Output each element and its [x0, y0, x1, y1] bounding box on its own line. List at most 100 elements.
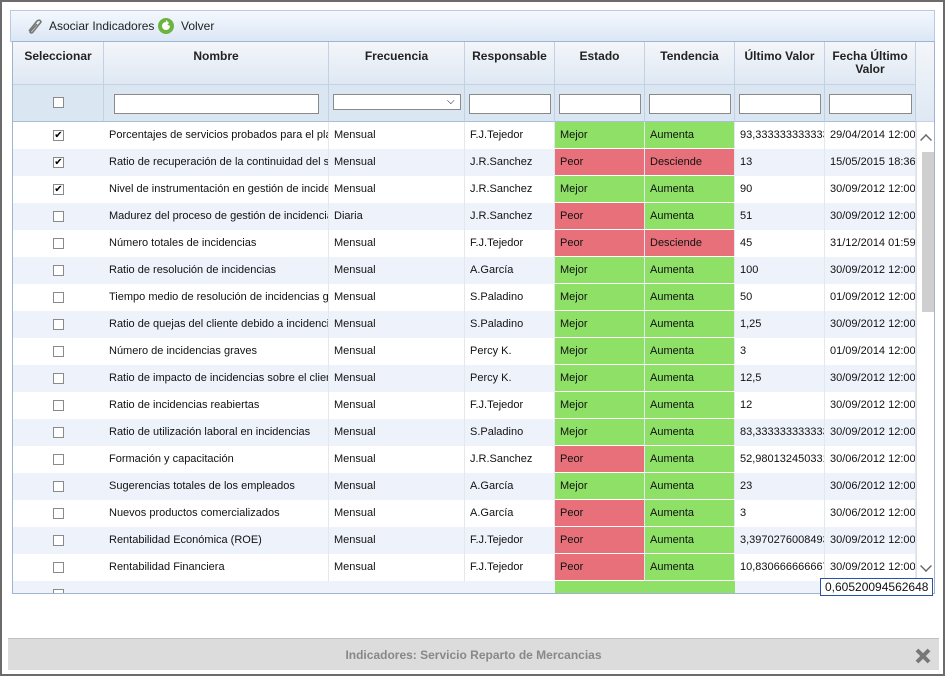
scroll-up[interactable] [920, 134, 932, 146]
filter-cell [735, 85, 825, 122]
tendencia-cell: Aumenta [645, 419, 735, 446]
asociar-button[interactable]: Asociar Indicadores [49, 19, 155, 33]
footer-bar: Indicadores: Servicio Reparto de Mercanc… [8, 638, 939, 670]
tendencia-cell: Aumenta [645, 365, 735, 392]
grid-row[interactable]: Ratio de impacto de incidencias sobre el… [13, 365, 916, 392]
row-checkbox[interactable] [53, 427, 64, 438]
column-header[interactable]: Frecuencia [329, 42, 465, 85]
filter-input[interactable] [469, 94, 551, 114]
filter-input[interactable] [559, 94, 641, 114]
column-header[interactable]: Estado [555, 42, 645, 85]
row-checkbox[interactable] [53, 454, 64, 465]
filter-cell [825, 85, 916, 122]
frecuencia-cell: Mensual [329, 311, 465, 338]
row-checkbox[interactable] [53, 508, 64, 519]
frecuencia-cell: Mensual [329, 419, 465, 446]
row-checkbox[interactable] [53, 319, 64, 330]
row-checkbox[interactable]: ✔ [53, 130, 64, 141]
estado-cell: Mejor [555, 392, 645, 419]
responsable-cell: F.J.Tejedor [465, 527, 555, 554]
scroll-thumb[interactable] [922, 152, 934, 312]
grid-row[interactable]: Tiempo medio de resolución de incidencia… [13, 284, 916, 311]
scroll-down[interactable] [920, 560, 932, 572]
tendencia-cell: Aumenta [645, 311, 735, 338]
column-header[interactable]: Fecha Último Valor [825, 42, 916, 85]
grid-row[interactable]: Rentabilidad Económica (ROE) Mensual F.J.T… [13, 527, 916, 554]
responsable-cell: A.García [465, 257, 555, 284]
column-header[interactable]: Seleccionar [13, 42, 104, 85]
filter-input[interactable] [649, 94, 731, 114]
grid-row[interactable]: ✔ Porcentajes de servicios probados para … [13, 122, 916, 149]
row-checkbox[interactable] [53, 562, 64, 573]
filter-checkbox[interactable] [53, 97, 64, 108]
grid-row[interactable]: Nuevos productos comercializados Mensual A… [13, 500, 916, 527]
grid-row[interactable]: Ratio de resolución de incidencias Mensua… [13, 257, 916, 284]
frecuencia-cell: Mensual [329, 527, 465, 554]
grid-row[interactable]: Ratio de quejas del cliente debido a inc… [13, 311, 916, 338]
frecuencia-cell: Mensual [329, 122, 465, 149]
row-checkbox[interactable] [53, 211, 64, 222]
fecha-cell: 31/12/2014 01:59 [825, 230, 916, 257]
fecha-cell: 30/09/2012 12:00 [825, 203, 916, 230]
row-checkbox[interactable] [53, 481, 64, 492]
row-checkbox[interactable] [53, 238, 64, 249]
row-checkbox[interactable] [53, 535, 64, 546]
tendencia-cell [645, 581, 735, 593]
filter-cell [13, 85, 104, 122]
estado-cell: Peor [555, 149, 645, 176]
column-header[interactable]: Nombre [104, 42, 329, 85]
tendencia-cell: Aumenta [645, 122, 735, 149]
nombre-cell: Nivel de instrumentación en gestión de i… [104, 176, 329, 203]
grid-row[interactable]: ✔ Nivel de instrumentación en gestión de … [13, 176, 916, 203]
nombre-cell: Ratio de utilización laboral en incidenc… [104, 419, 329, 446]
grid-row[interactable]: Ratio de incidencias reabiertas Mensual F.… [13, 392, 916, 419]
tendencia-cell: Desciende [645, 149, 735, 176]
frecuencia-cell: Mensual [329, 365, 465, 392]
grid-row[interactable]: Formación y capacitación Mensual J.R.Sanch… [13, 446, 916, 473]
grid-row[interactable]: Ratio de utilización laboral en incidenc… [13, 419, 916, 446]
scrollbar [916, 122, 934, 593]
grid-row[interactable]: ✔ Ratio de recuperación de la continuidad… [13, 149, 916, 176]
frecuencia-cell: Mensual [329, 446, 465, 473]
row-checkbox[interactable] [53, 346, 64, 357]
valor-cell: 12,5 [735, 365, 825, 392]
filter-input[interactable] [739, 94, 821, 114]
toolbar: Asociar Indicadores Volver [10, 10, 935, 42]
close-button[interactable] [914, 647, 932, 665]
valor-cell: 52,980132450331 [735, 446, 825, 473]
column-header[interactable]: Responsable [465, 42, 555, 85]
fecha-cell: 30/09/2012 12:00 [825, 311, 916, 338]
volver-button[interactable]: Volver [181, 19, 215, 33]
row-checkbox[interactable]: ✔ [53, 184, 64, 195]
row-checkbox [53, 589, 64, 593]
filter-select[interactable] [333, 94, 461, 110]
frecuencia-cell: Mensual [329, 230, 465, 257]
filter-input[interactable] [114, 94, 319, 114]
filter-cell [555, 85, 645, 122]
estado-cell: Mejor [555, 311, 645, 338]
filter-cell: ⌵ [329, 85, 465, 122]
column-header[interactable]: Tendencia [645, 42, 735, 85]
grid-row[interactable]: Rentabilidad Financiera Mensual F.J.Tejedo… [13, 554, 916, 581]
grid-row[interactable]: Sugerencias totales de los empleados Mens… [13, 473, 916, 500]
fecha-cell: 30/09/2012 12:00 [825, 176, 916, 203]
estado-cell: Mejor [555, 284, 645, 311]
tendencia-cell: Aumenta [645, 554, 735, 581]
grid-row[interactable]: Número totales de incidencias Mensual F.J.… [13, 230, 916, 257]
valor-cell: 51 [735, 203, 825, 230]
fecha-cell: 30/09/2012 12:00 [825, 257, 916, 284]
filter-cell [104, 85, 329, 122]
row-checkbox[interactable]: ✔ [53, 157, 64, 168]
row-checkbox[interactable] [53, 292, 64, 303]
filter-input[interactable] [829, 94, 912, 114]
grid-row[interactable]: Número de incidencias graves Mensual Percy… [13, 338, 916, 365]
grid-row[interactable]: Madurez del proceso de gestión de incide… [13, 203, 916, 230]
tendencia-cell: Aumenta [645, 284, 735, 311]
tendencia-cell: Aumenta [645, 500, 735, 527]
frecuencia-cell: Mensual [329, 554, 465, 581]
row-checkbox[interactable] [53, 265, 64, 276]
column-header[interactable]: Último Valor [735, 42, 825, 85]
row-checkbox[interactable] [53, 400, 64, 411]
row-checkbox[interactable] [53, 373, 64, 384]
